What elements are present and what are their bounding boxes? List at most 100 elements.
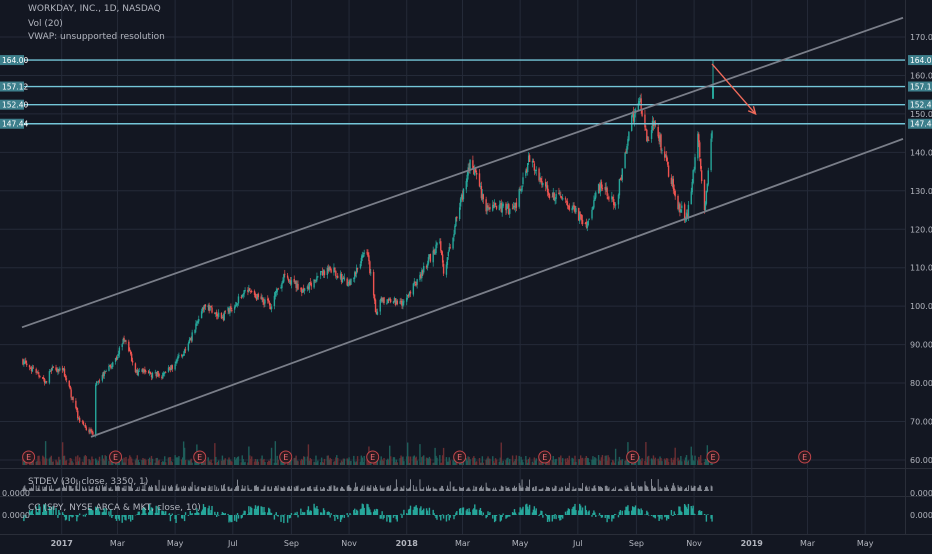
candle-body (622, 168, 623, 179)
stdev-bar (579, 488, 580, 491)
overlays[interactable]: 164.00164.00157.12157.12152.40152.40147.… (0, 18, 932, 437)
candle-body (46, 381, 47, 382)
candle-body (483, 194, 484, 199)
stdev-bar (588, 490, 589, 491)
stdev-bar (388, 486, 389, 491)
panel-separator-3 (0, 534, 932, 535)
stdev-bar (159, 480, 160, 491)
stdev-bar (171, 485, 172, 491)
stdev-legend[interactable]: STDEV (30, close, 3350, 1) (28, 477, 148, 487)
stdev-bar (574, 489, 575, 491)
stdev-bar (217, 490, 218, 491)
cc-bar (516, 514, 517, 515)
stdev-bar (606, 486, 607, 491)
volume-bar (139, 462, 140, 465)
candle-body (297, 284, 298, 289)
cc-bar (132, 515, 133, 520)
stdev-bar (190, 486, 191, 491)
volume-bar (674, 448, 675, 465)
candle-body (370, 273, 371, 274)
volume-bar (238, 456, 239, 465)
volume-bar (72, 463, 73, 465)
vwap-legend[interactable]: VWAP: unsupported resolution (28, 32, 165, 42)
cc-bar (454, 515, 455, 516)
candle-body (277, 288, 278, 289)
stdev-bar (169, 488, 170, 491)
candle-body (601, 182, 602, 188)
stdev-bar (343, 489, 344, 491)
stdev-bar (654, 487, 655, 491)
cc-bar (555, 515, 556, 519)
stdev-bar (413, 485, 414, 491)
stdev-bar (646, 486, 647, 491)
cc-bar (283, 515, 284, 523)
candle-body (547, 185, 548, 192)
candle-body (191, 332, 192, 340)
stdev-bar (152, 487, 153, 491)
candle-body (92, 432, 93, 435)
stdev-bar (317, 485, 318, 491)
stdev-bar (421, 489, 422, 491)
stdev-bar (442, 486, 443, 491)
stdev-bar (674, 486, 675, 491)
stdev-bar (192, 482, 193, 491)
stdev-bar (30, 488, 31, 491)
candle-body (281, 283, 282, 288)
candle-body (119, 348, 120, 355)
stdev-bar (437, 490, 438, 491)
candles[interactable] (22, 60, 714, 437)
spike-candle-body (712, 87, 714, 99)
volume-bar (419, 444, 420, 465)
candle-body (317, 276, 318, 277)
stdev-bar (567, 488, 568, 491)
volume-bar (501, 443, 502, 465)
stdev-bar (301, 488, 302, 491)
volume-bar (608, 457, 609, 465)
volume-bar (311, 459, 312, 465)
volume-bar (615, 449, 616, 465)
candle-body (692, 182, 693, 192)
stdev-bar (183, 486, 184, 491)
stdev-bar (373, 487, 374, 491)
stdev-bar (393, 490, 394, 491)
candle-body (264, 300, 265, 304)
stdev-bar (406, 488, 407, 491)
cc-bar (277, 515, 278, 517)
symbol-legend[interactable]: WORKDAY, INC., 1D, NASDAQ (28, 4, 161, 14)
cc-legend[interactable]: CC (SPY, NYSE ARCA & MKT, close, 10) (28, 503, 201, 513)
candle-body (618, 195, 619, 205)
cc-left-label: 0.0000 (2, 511, 30, 520)
volume-legend[interactable]: Vol (20) (28, 19, 63, 29)
volume-bar (588, 462, 589, 465)
stdev-bar (112, 489, 113, 491)
cc-bar (586, 510, 587, 515)
candle-body (403, 301, 404, 302)
stdev-bar (288, 486, 289, 491)
volume-bar (410, 457, 411, 465)
candle-body (29, 365, 30, 367)
stdev-bar (53, 489, 54, 491)
stdev-bar (507, 488, 508, 491)
candle-body (262, 298, 263, 302)
stdev-bar (468, 487, 469, 491)
stdev-bar (348, 485, 349, 491)
stdev-bar (420, 479, 421, 491)
stdev-bar (434, 489, 435, 491)
cc-bar (443, 515, 444, 519)
cc-bar (545, 514, 546, 515)
candle-body (90, 429, 91, 431)
candle-body (559, 195, 560, 196)
level-tag-right-text: 147.44 (910, 120, 932, 129)
stdev-bar (394, 489, 395, 491)
stdev-bar (572, 490, 573, 491)
cc-bar (349, 513, 350, 515)
candle-body (324, 271, 325, 275)
stdev-bar (470, 489, 471, 491)
volume-bars (22, 441, 713, 465)
cc-bar (489, 512, 490, 515)
cc-bar (381, 515, 382, 519)
cc-bar (569, 509, 570, 515)
candle-body (710, 139, 711, 171)
